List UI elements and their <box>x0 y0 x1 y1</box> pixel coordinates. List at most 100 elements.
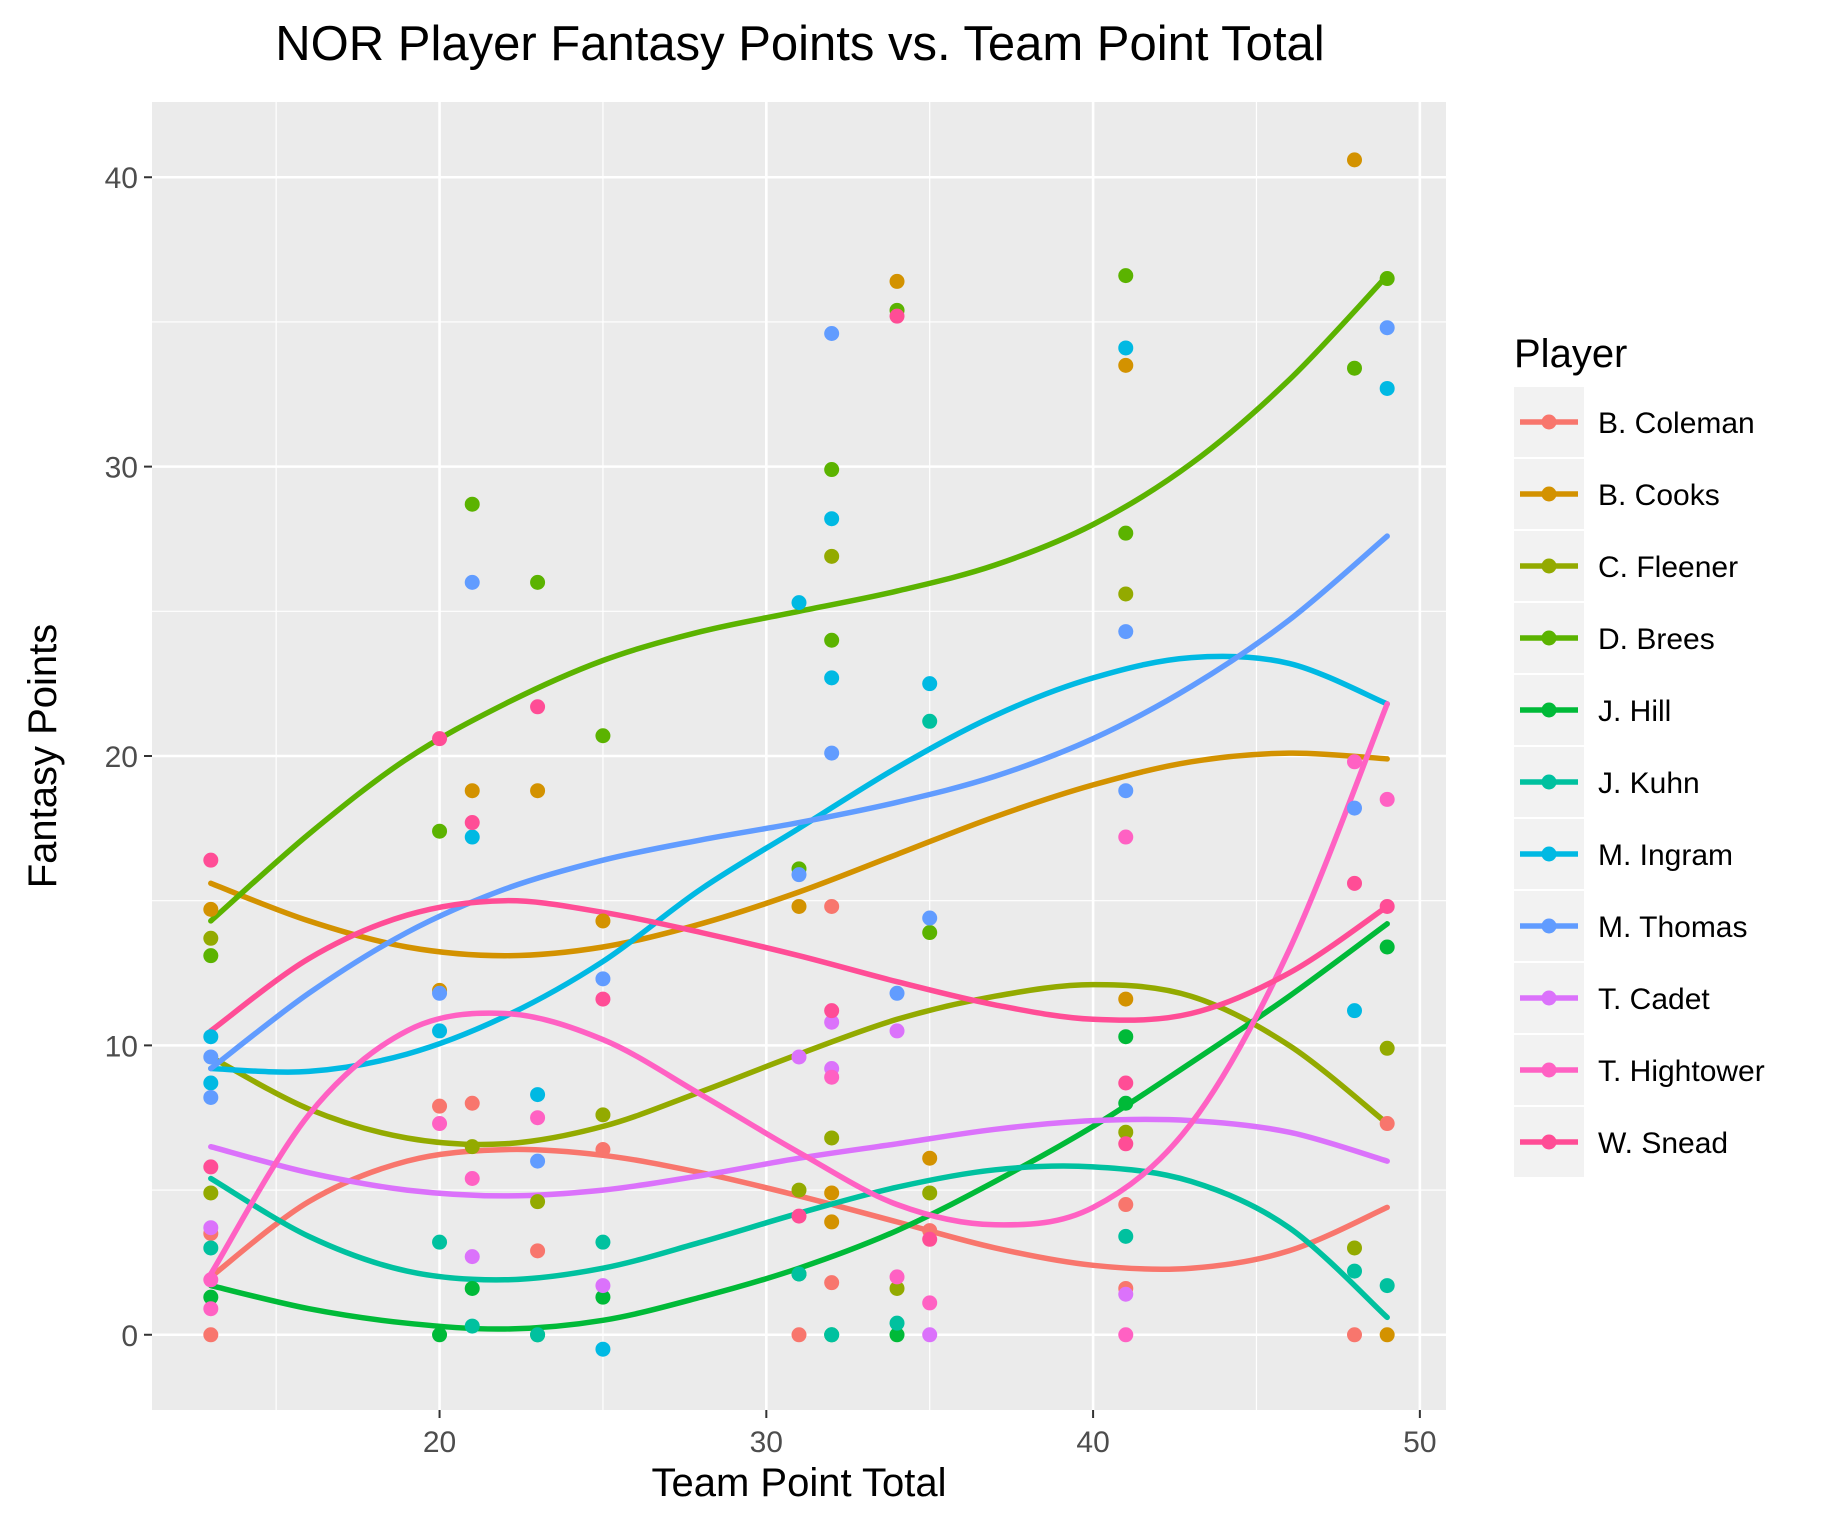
point-w-snead <box>1379 898 1395 914</box>
point-m-ingram <box>203 1075 219 1091</box>
legend-key-point <box>1541 630 1557 646</box>
point-b-cooks <box>595 913 611 929</box>
point-m-thomas <box>1118 624 1134 640</box>
legend-item-j-hill: J. Hill <box>1514 675 1671 745</box>
data-points <box>203 152 1395 1357</box>
point-c-fleener <box>824 548 840 564</box>
point-w-snead <box>922 1231 938 1247</box>
point-b-coleman <box>824 898 840 914</box>
point-b-coleman <box>203 1327 219 1343</box>
fit-line-t-hightower <box>208 701 1390 1277</box>
point-j-kuhn <box>530 1327 546 1343</box>
point-j-hill <box>889 1327 905 1343</box>
point-j-kuhn <box>889 1315 905 1331</box>
point-b-cooks <box>203 901 219 917</box>
fit-line-m-thomas <box>208 533 1390 1072</box>
fit-line-j-hill <box>208 921 1390 1332</box>
point-c-fleener <box>1118 586 1134 602</box>
point-d-brees <box>1118 268 1134 284</box>
legend-item-w-snead: W. Snead <box>1514 1107 1728 1177</box>
point-m-thomas <box>824 326 840 342</box>
point-m-ingram <box>595 1341 611 1357</box>
point-t-cadet <box>1118 1286 1134 1302</box>
fit-line-b-cooks <box>208 750 1390 959</box>
legend-item-m-thomas: M. Thomas <box>1514 891 1748 961</box>
legend-key-point <box>1541 990 1557 1006</box>
point-w-snead <box>824 1003 840 1019</box>
point-m-ingram <box>1379 380 1395 396</box>
legend-key-point <box>1541 414 1557 430</box>
point-b-cooks <box>1118 357 1134 373</box>
y-tick-label: 0 <box>121 1320 138 1353</box>
point-m-thomas <box>791 867 807 883</box>
point-c-fleener <box>1347 1240 1363 1256</box>
point-b-coleman <box>464 1095 480 1111</box>
point-m-ingram <box>922 676 938 692</box>
legend-key-point <box>1541 558 1557 574</box>
point-w-snead <box>464 815 480 831</box>
legend-item-j-kuhn: J. Kuhn <box>1514 747 1700 817</box>
major-gridlines <box>152 102 1446 1410</box>
legend-label: M. Thomas <box>1598 911 1748 944</box>
point-j-kuhn <box>203 1240 219 1256</box>
y-tick-label: 10 <box>105 1030 138 1063</box>
point-j-kuhn <box>464 1318 480 1334</box>
point-b-cooks <box>889 273 905 289</box>
point-b-cooks <box>1379 1327 1395 1343</box>
point-d-brees <box>203 948 219 964</box>
point-t-hightower <box>1379 791 1395 807</box>
point-b-coleman <box>1118 1197 1134 1213</box>
point-t-cadet <box>595 1278 611 1294</box>
point-t-hightower <box>530 1110 546 1126</box>
legend-label: T. Cadet <box>1598 983 1710 1016</box>
legend-key-point <box>1541 1134 1557 1150</box>
point-b-cooks <box>464 783 480 799</box>
legend-key-point <box>1541 702 1557 718</box>
point-m-thomas <box>432 985 448 1001</box>
point-b-cooks <box>791 898 807 914</box>
y-tick-label: 40 <box>105 162 138 195</box>
point-b-cooks <box>922 1150 938 1166</box>
point-t-hightower <box>1118 1327 1134 1343</box>
fit-line-d-brees <box>208 272 1390 924</box>
point-c-fleener <box>464 1139 480 1155</box>
legend-label: J. Hill <box>1598 695 1671 728</box>
y-axis-title: Fantasy Points <box>21 624 65 889</box>
point-b-cooks <box>1347 152 1363 168</box>
point-m-ingram <box>824 511 840 527</box>
point-j-hill <box>464 1280 480 1296</box>
legend-key-point <box>1541 918 1557 934</box>
point-m-thomas <box>889 985 905 1001</box>
point-w-snead <box>889 308 905 324</box>
y-tick-label: 30 <box>105 452 138 485</box>
point-t-cadet <box>824 1014 840 1030</box>
point-j-hill <box>1118 1095 1134 1111</box>
point-b-cooks <box>530 783 546 799</box>
point-j-hill <box>203 1289 219 1305</box>
point-b-coleman <box>1379 1116 1395 1132</box>
point-t-cadet <box>922 1327 938 1343</box>
point-d-brees <box>1347 360 1363 376</box>
point-b-coleman <box>432 1098 448 1114</box>
legend-item-m-ingram: M. Ingram <box>1514 819 1733 889</box>
x-axis-title: Team Point Total <box>652 1461 947 1505</box>
point-m-ingram <box>1118 340 1134 356</box>
legend: Player B. Coleman B. Cooks C. Fleener D. Br… <box>1514 332 1765 1177</box>
point-j-kuhn <box>824 1327 840 1343</box>
point-m-ingram <box>432 1023 448 1039</box>
y-axis: 0 10 20 30 40 <box>105 162 152 1353</box>
fit-lines <box>208 272 1390 1332</box>
point-m-thomas <box>464 574 480 590</box>
x-axis: 20 30 40 50 <box>423 1410 1437 1459</box>
chart-title: NOR Player Fantasy Points vs. Team Point… <box>275 17 1324 71</box>
point-c-fleener <box>889 1280 905 1296</box>
point-d-brees <box>1379 271 1395 287</box>
point-d-brees <box>1118 525 1134 541</box>
point-m-ingram <box>530 1087 546 1103</box>
point-w-snead <box>1347 875 1363 891</box>
point-t-hightower <box>1347 754 1363 770</box>
point-d-brees <box>824 462 840 478</box>
point-j-kuhn <box>595 1234 611 1250</box>
point-t-hightower <box>203 1272 219 1288</box>
point-t-cadet <box>203 1220 219 1236</box>
